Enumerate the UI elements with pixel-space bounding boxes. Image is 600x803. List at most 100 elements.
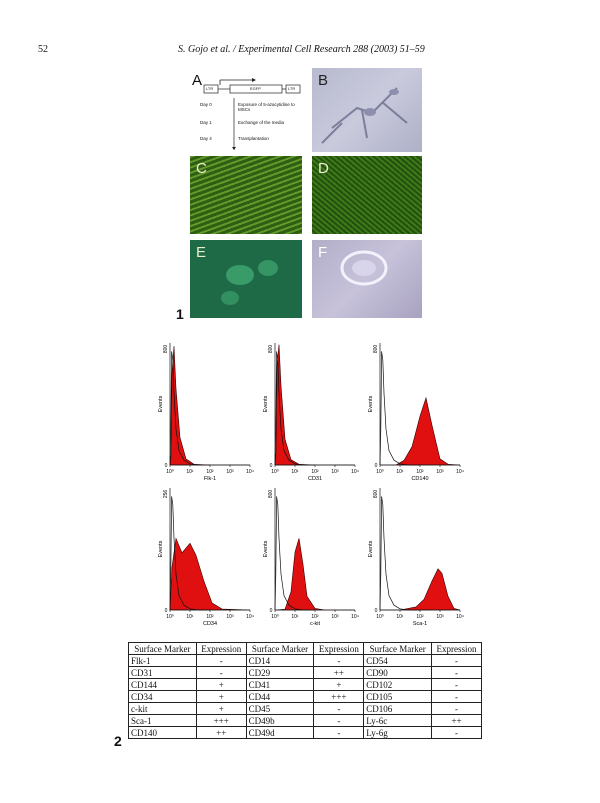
- y-zero-label: 0: [165, 608, 168, 614]
- column-header: Expression: [431, 642, 482, 655]
- expression-cell: -: [313, 714, 365, 727]
- x-axis-label: Sca-1: [413, 621, 427, 627]
- x-tick-label: 10³: [226, 614, 234, 620]
- x-axis-label: c-kit: [310, 621, 321, 627]
- expression-cell: -: [431, 726, 482, 739]
- page-number: 52: [38, 44, 48, 55]
- marker-cell: CD140: [128, 726, 197, 739]
- sample-histogram-area: [274, 344, 355, 466]
- panel-d: D: [312, 156, 422, 234]
- timeline-step: Day 1 Exchange of the media: [200, 120, 285, 125]
- x-tick-label: 10²: [206, 469, 214, 475]
- histogram-sca-1: 10⁰ 10¹ 10² 10³ 10⁴ 800 0 Events Sca-1: [368, 488, 464, 627]
- expression-cell: -: [431, 702, 482, 715]
- x-tick-label: 10⁰: [271, 469, 279, 475]
- y-axis-label: Events: [368, 395, 374, 412]
- histogram-c-kit: 10⁰ 10¹ 10² 10³ 10⁴ 800 0 Events c-kit: [263, 488, 359, 627]
- marker-cell: Ly-6c: [363, 714, 433, 727]
- control-histogram-line: [274, 351, 315, 466]
- x-tick-label: 10²: [416, 614, 424, 620]
- running-header: 52 S. Gojo et al. / Experimental Cell Re…: [0, 44, 600, 58]
- marker-cell: CD144: [128, 678, 197, 691]
- marker-cell: CD29: [245, 666, 315, 679]
- x-tick-label: 10⁴: [351, 469, 359, 475]
- marker-cell: CD102: [363, 678, 433, 691]
- y-max-label: 800: [163, 345, 169, 354]
- control-histogram-line: [379, 351, 420, 466]
- panel-a: A LTR EGFP LTR Day 0 Exposure of 5-azacy…: [190, 68, 302, 150]
- x-tick-label: 10³: [226, 469, 234, 475]
- expression-cell: -: [313, 726, 365, 739]
- expression-cell: +++: [195, 714, 247, 727]
- table-row: Flk-1- CD14- CD54-: [128, 654, 482, 667]
- marker-cell: CD54: [363, 654, 433, 667]
- surface-marker-table: Surface Marker Expression Surface Marker…: [128, 642, 482, 739]
- histogram-cd31: 10⁰ 10¹ 10² 10³ 10⁴ 800 0 Events CD31: [263, 343, 359, 482]
- y-zero-label: 0: [375, 463, 378, 469]
- table-body: Flk-1- CD14- CD54- CD31- CD29 ++ CD90- CD144 + CD…: [128, 654, 482, 739]
- ltr-right-label: LTR: [288, 86, 296, 91]
- expression-cell: +: [195, 678, 247, 691]
- x-tick-label: 10⁴: [246, 469, 254, 475]
- y-max-label: 800: [373, 490, 379, 499]
- column-header: Surface Marker: [128, 642, 197, 655]
- x-tick-label: 10²: [206, 614, 214, 620]
- marker-cell: CD41: [245, 678, 315, 691]
- panel-e: E: [190, 240, 302, 318]
- marker-cell: CD106: [363, 702, 433, 715]
- y-zero-label: 0: [270, 463, 273, 469]
- x-tick-label: 10²: [311, 469, 319, 475]
- expression-cell: ++: [313, 666, 365, 679]
- x-tick-label: 10³: [436, 614, 444, 620]
- control-histogram-line: [379, 496, 420, 611]
- column-header: Expression: [313, 642, 365, 655]
- construct-diagram: [203, 78, 301, 150]
- x-tick-label: 10¹: [291, 469, 299, 475]
- y-axis-label: Events: [158, 540, 164, 557]
- panel-b: B: [312, 68, 422, 152]
- x-tick-label: 10³: [331, 469, 339, 475]
- panel-label: E: [196, 244, 207, 261]
- timeline-step: Day 4 Transplantation: [200, 136, 269, 141]
- histogram-cd34: 10⁰ 10¹ 10² 10³ 10⁴ 256 0 Events CD34: [158, 488, 254, 627]
- x-tick-label: 10⁴: [456, 614, 464, 620]
- x-tick-label: 10¹: [396, 469, 404, 475]
- control-histogram-line: [169, 351, 210, 466]
- panel-label: B: [318, 72, 329, 89]
- x-axis-label: Flk-1: [204, 476, 216, 482]
- marker-cell: Sca-1: [128, 714, 197, 727]
- marker-cell: CD31: [128, 666, 197, 679]
- marker-cell: Flk-1: [128, 654, 197, 667]
- marker-cell: CD49d: [245, 726, 315, 739]
- cell-image-f: [340, 250, 388, 286]
- x-tick-label: 10⁰: [271, 614, 279, 620]
- table-row: Sca-1 +++ CD49b - Ly-6c ++: [128, 714, 482, 727]
- expression-cell: -: [313, 654, 365, 667]
- panel-label: F: [318, 244, 328, 261]
- table-row: CD144 + CD41 + CD102-: [128, 678, 482, 691]
- panel-label: A: [192, 72, 203, 89]
- x-axis-label: CD31: [308, 476, 322, 482]
- figure-1-number: 1: [176, 306, 184, 322]
- table-row: CD140 ++ CD49d - Ly-6g -: [128, 726, 482, 739]
- y-max-label: 800: [268, 345, 274, 354]
- marker-cell: CD44: [245, 690, 315, 703]
- y-axis-label: Events: [368, 540, 374, 557]
- cell-image-e: [221, 260, 278, 305]
- y-max-label: 256: [163, 490, 169, 499]
- marker-cell: CD105: [363, 690, 433, 703]
- expression-cell: -: [195, 654, 247, 667]
- marker-cell: Ly-6g: [363, 726, 433, 739]
- y-axis-label: Events: [263, 540, 269, 557]
- expression-cell: +: [195, 702, 247, 715]
- histogram-flk-1: 10⁰ 10¹ 10² 10³ 10⁴ 800 0 Events Flk-1: [158, 343, 254, 482]
- y-max-label: 800: [268, 490, 274, 499]
- control-histogram-line: [274, 496, 315, 611]
- x-tick-label: 10³: [436, 469, 444, 475]
- column-header: Surface Marker: [363, 642, 433, 655]
- expression-cell: +++: [313, 690, 365, 703]
- marker-cell: CD34: [128, 690, 197, 703]
- running-title: S. Gojo et al. / Experimental Cell Resea…: [178, 44, 425, 55]
- table-row: CD34 + CD44 +++ CD105-: [128, 690, 482, 703]
- x-tick-label: 10¹: [186, 614, 194, 620]
